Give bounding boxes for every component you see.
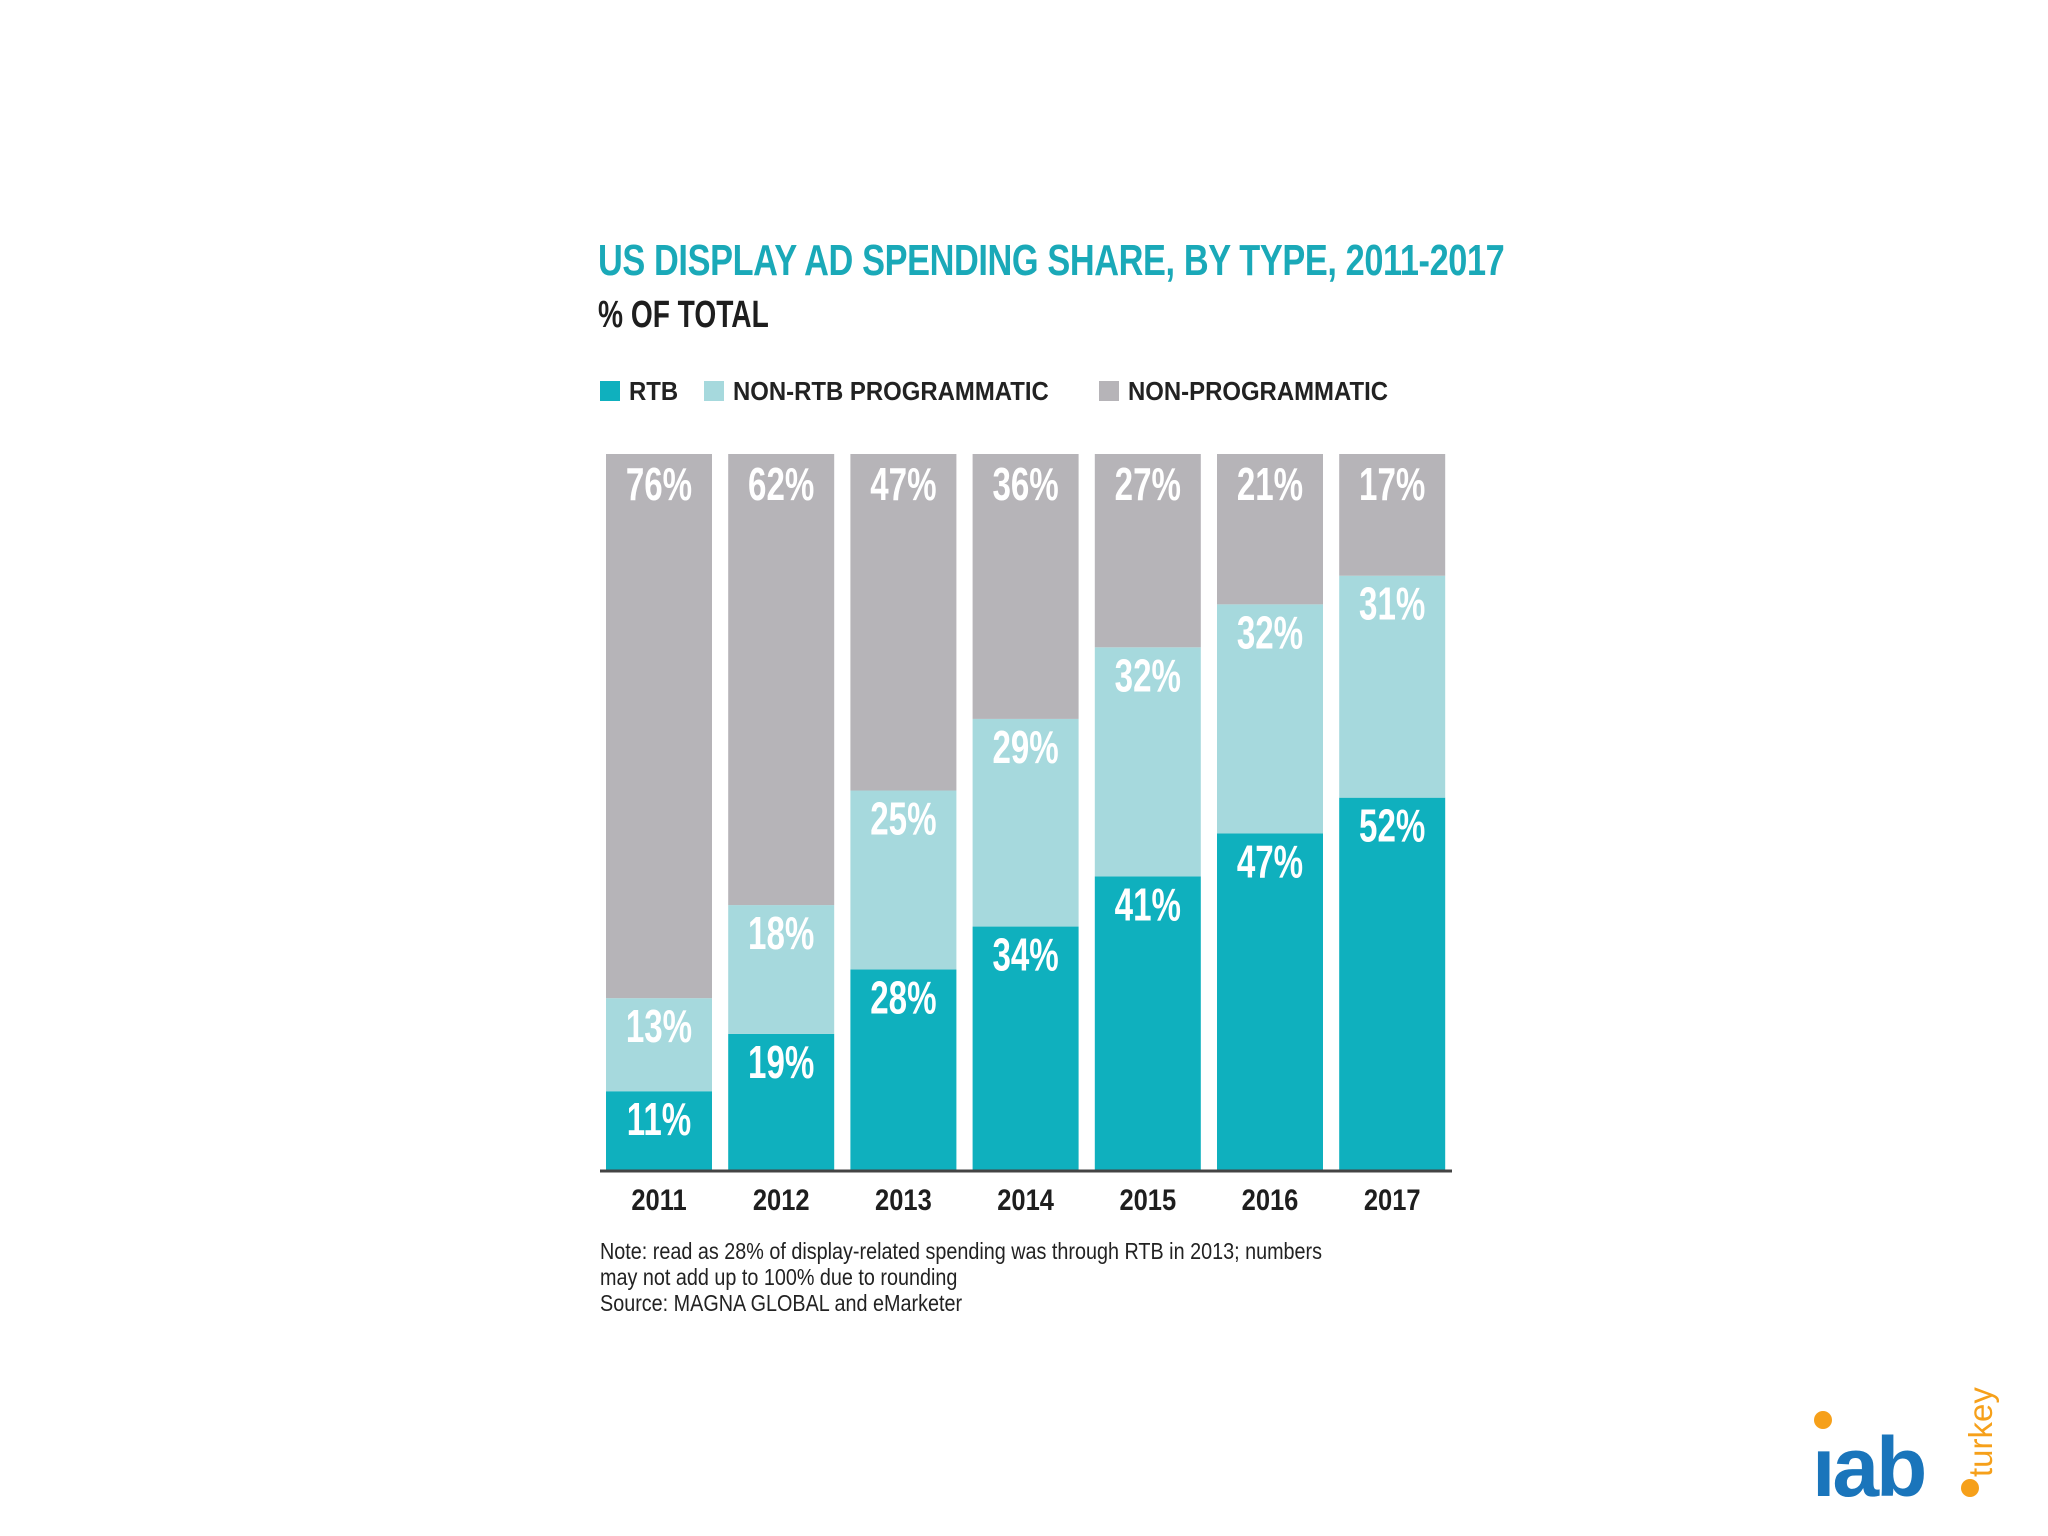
note-line-1: Note: read as 28% of display-related spe… (600, 1238, 1323, 1264)
data-label-non-rtb-programmatic-2017: 31% (1359, 580, 1425, 630)
bar-rtb-2015 (1094, 876, 1201, 1170)
iab-turkey-logo: ıab turkey (1812, 1387, 1999, 1510)
chart-subtitle: % OF TOTAL (598, 294, 769, 336)
bar-non-programmatic-2015 (1094, 454, 1201, 648)
bar-non-rtb-programmatic-2012 (728, 905, 835, 1034)
bar-non-rtb-programmatic-2016 (1217, 604, 1323, 834)
data-label-rtb-2015: 41% (1115, 880, 1181, 930)
legend-label-rtb: RTB (629, 375, 679, 406)
bar-non-programmatic-2014 (972, 454, 1079, 719)
bar-non-rtb-programmatic-2017 (1339, 575, 1446, 798)
data-label-non-programmatic-2014: 36% (992, 460, 1058, 510)
legend-swatch-rtb (600, 381, 620, 401)
legend-swatch-non-rtb-programmatic (704, 381, 725, 401)
data-label-non-rtb-programmatic-2014: 29% (992, 723, 1058, 773)
data-label-non-rtb-programmatic-2013: 25% (870, 794, 936, 844)
x-tick-label-2016: 2016 (1242, 1183, 1299, 1216)
bar-non-rtb-programmatic-2013 (850, 790, 957, 970)
bar-rtb-2017 (1339, 797, 1446, 1170)
bar-rtb-2013 (850, 969, 957, 1170)
x-tick-label-2015: 2015 (1119, 1183, 1176, 1216)
bar-non-rtb-programmatic-2014 (972, 718, 1079, 927)
data-label-non-rtb-programmatic-2011: 13% (626, 1002, 692, 1052)
bar-non-programmatic-2012 (728, 454, 835, 906)
x-tick-label-2013: 2013 (875, 1183, 932, 1216)
x-tick-label-2011: 2011 (631, 1183, 686, 1216)
data-label-non-rtb-programmatic-2012: 18% (748, 909, 814, 959)
legend-item-non-rtb-programmatic: NON-RTB PROGRAMMATIC (704, 376, 1076, 407)
data-label-non-programmatic-2012: 62% (748, 460, 814, 510)
legend-label-non-programmatic: NON-PROGRAMMATIC (1127, 375, 1388, 406)
legend-swatch-non-programmatic (1098, 381, 1119, 401)
bar-non-rtb-programmatic-2015 (1094, 647, 1201, 877)
data-label-non-programmatic-2016: 21% (1237, 460, 1303, 510)
bar-non-rtb-programmatic-2011 (606, 998, 712, 1092)
logo-i-dot (1814, 1411, 1832, 1429)
x-tick-label-2012: 2012 (753, 1183, 810, 1216)
chart-title: US DISPLAY AD SPENDING SHARE, BY TYPE, 2… (598, 236, 1505, 285)
data-label-rtb-2012: 19% (748, 1038, 814, 1088)
data-label-rtb-2017: 52% (1359, 802, 1425, 852)
bar-non-programmatic-2017 (1339, 454, 1446, 576)
bar-non-programmatic-2013 (850, 454, 957, 791)
legend-item-non-programmatic: NON-PROGRAMMATIC (1098, 375, 1411, 407)
data-label-rtb-2013: 28% (870, 973, 936, 1023)
legend-item-rtb: RTB (600, 376, 682, 407)
data-label-non-programmatic-2015: 27% (1115, 460, 1181, 510)
data-label-non-rtb-programmatic-2016: 32% (1237, 608, 1303, 658)
data-label-non-rtb-programmatic-2015: 32% (1115, 651, 1181, 701)
bar-rtb-2012 (728, 1033, 835, 1170)
note-line-3: Source: MAGNA GLOBAL and eMarketer (600, 1290, 963, 1316)
bar-non-programmatic-2011 (606, 454, 712, 999)
logo-turkey-text: turkey (1962, 1387, 1999, 1477)
chart-legend: RTB NON-RTB PROGRAMMATIC NON-PROGRAMMATI… (600, 374, 1432, 408)
data-label-rtb-2016: 47% (1237, 837, 1303, 887)
logo-dot (1961, 1479, 1979, 1497)
data-label-rtb-2014: 34% (992, 930, 1058, 980)
note-line-2: may not add up to 100% due to rounding (600, 1264, 958, 1290)
bar-rtb-2014 (972, 926, 1079, 1170)
data-label-rtb-2011: 11% (627, 1095, 691, 1145)
data-label-non-programmatic-2017: 17% (1359, 460, 1425, 510)
bar-rtb-2011 (606, 1091, 712, 1170)
x-tick-label-2017: 2017 (1364, 1183, 1421, 1216)
logo-iab-text: ıab (1812, 1420, 1924, 1510)
data-label-non-programmatic-2013: 47% (870, 460, 936, 510)
chart-note: Note: read as 28% of display-related spe… (600, 1238, 1322, 1316)
bar-non-programmatic-2016 (1217, 454, 1323, 605)
legend-label-non-rtb-programmatic: NON-RTB PROGRAMMATIC (733, 375, 1050, 406)
bar-rtb-2016 (1217, 833, 1323, 1170)
x-tick-label-2014: 2014 (997, 1183, 1054, 1216)
data-label-non-programmatic-2011: 76% (626, 460, 692, 510)
